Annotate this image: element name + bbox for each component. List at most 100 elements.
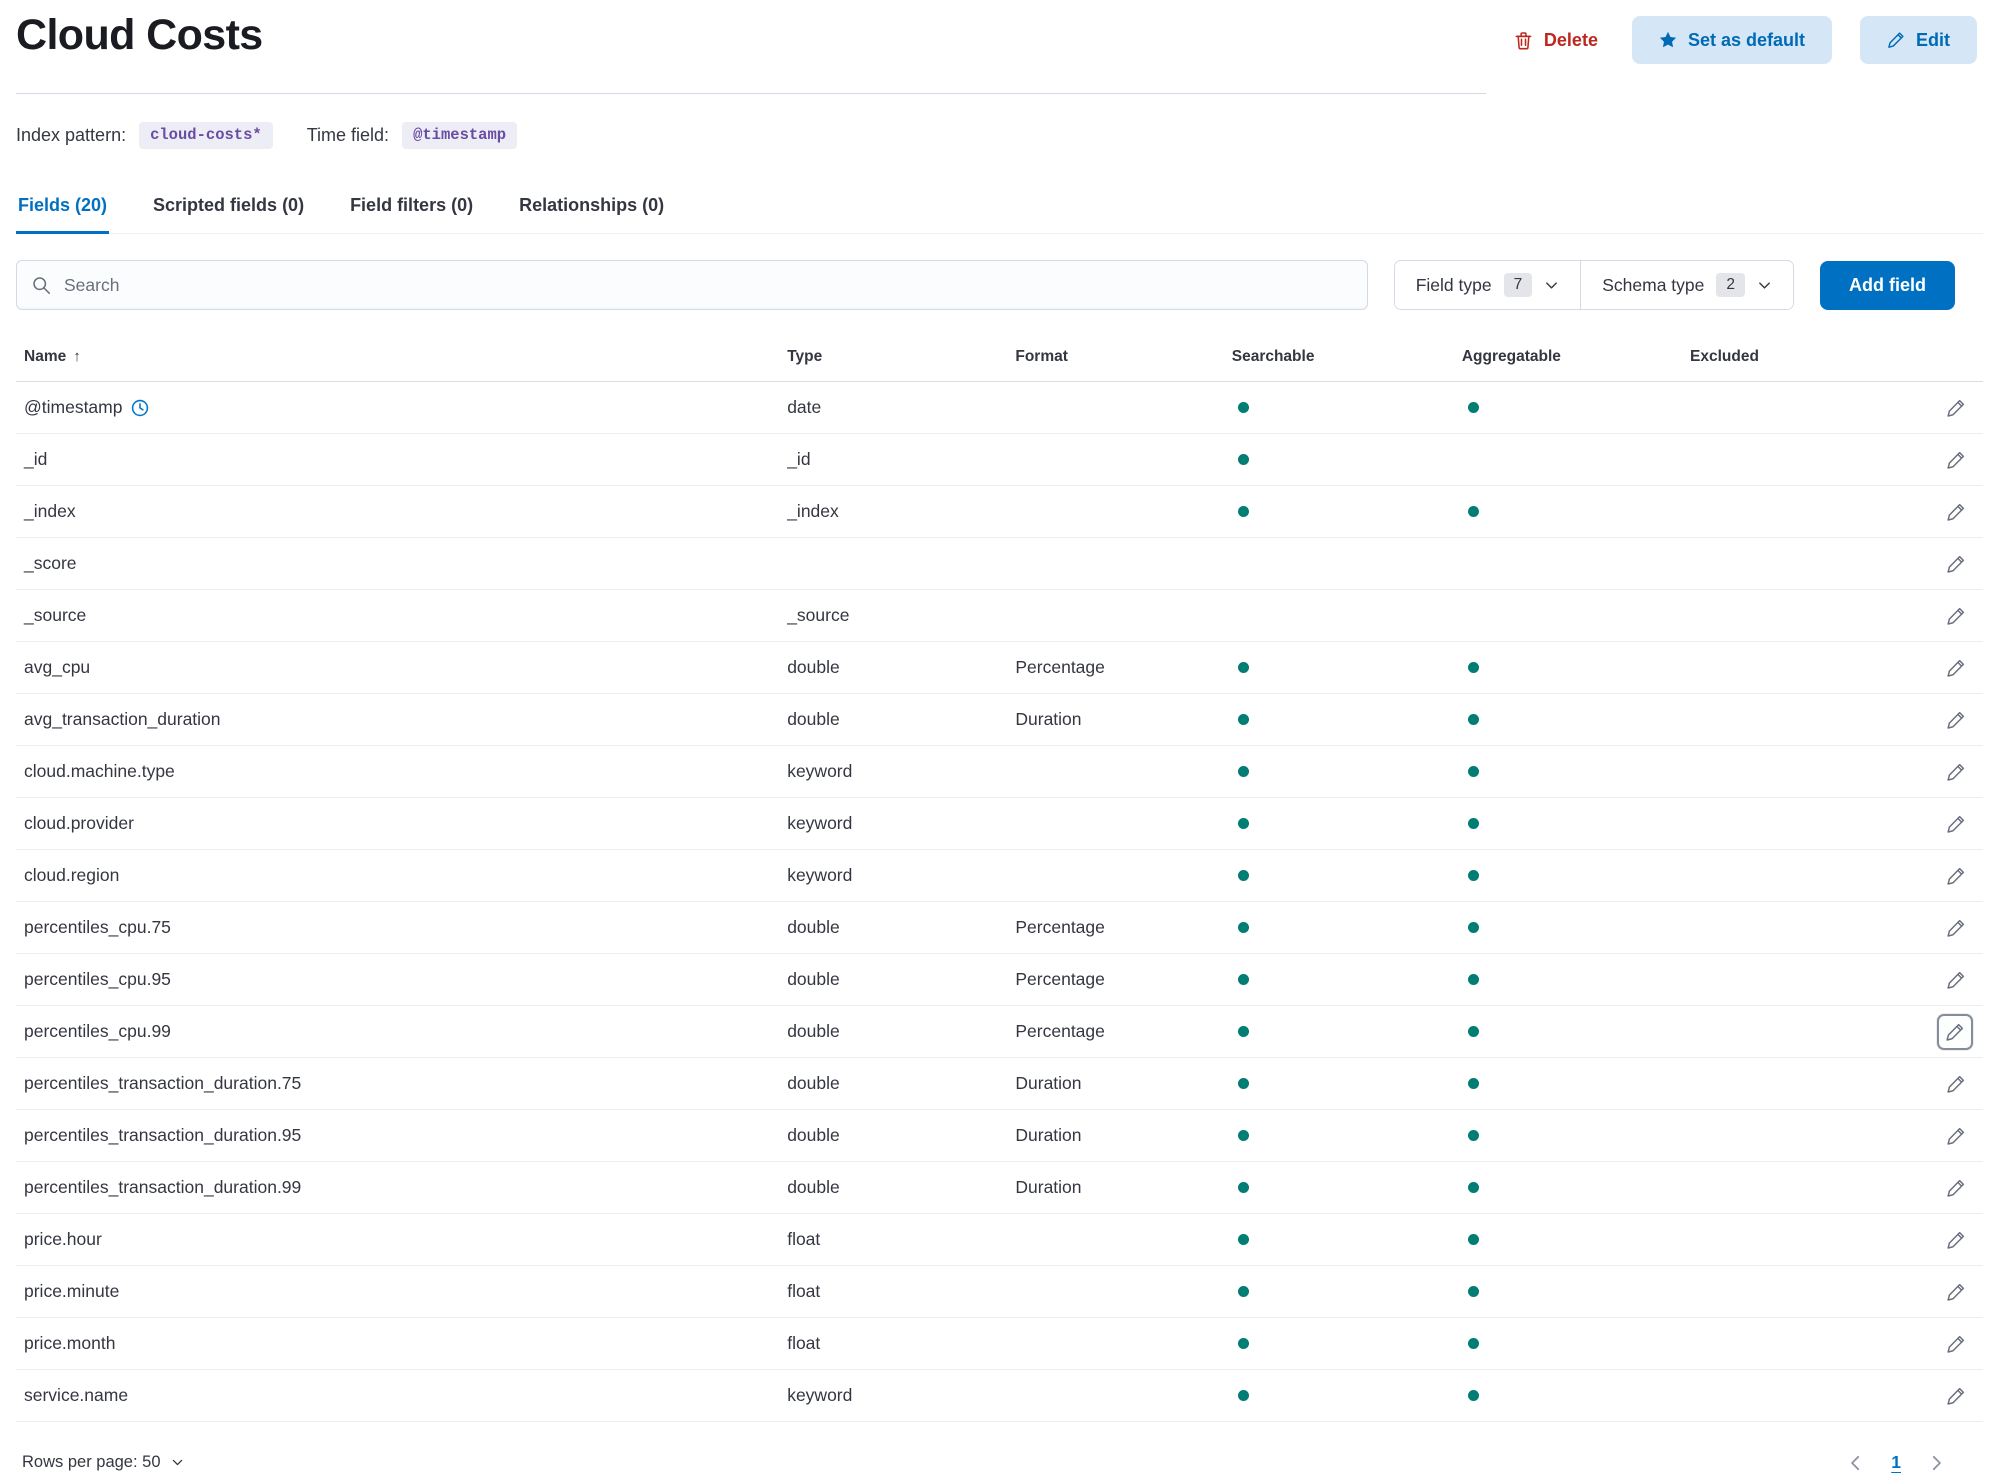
field-excluded: [1682, 1057, 1903, 1110]
field-excluded: [1682, 797, 1903, 850]
table-row: price.minute float: [16, 1265, 1983, 1318]
field-searchable: [1223, 1213, 1454, 1266]
next-page-button[interactable]: [1927, 1454, 1945, 1472]
field-name: percentiles_transaction_duration.75: [24, 1073, 302, 1093]
rows-per-page-button[interactable]: Rows per page: 50: [22, 1453, 184, 1472]
field-aggregatable: [1453, 1109, 1683, 1162]
field-format: Percentage: [1007, 641, 1224, 694]
field-searchable: [1223, 641, 1454, 694]
set-as-default-button[interactable]: Set as default: [1631, 16, 1832, 64]
field-format: Duration: [1007, 1161, 1224, 1214]
edit-field-button[interactable]: [1939, 703, 1973, 737]
field-excluded: [1682, 745, 1903, 798]
edit-field-button[interactable]: [1939, 651, 1973, 685]
aggregatable-dot-icon: [1467, 1338, 1479, 1349]
edit-field-button[interactable]: [1939, 755, 1973, 789]
page-number-button[interactable]: 1: [1891, 1452, 1901, 1472]
field-format: Percentage: [1007, 1005, 1224, 1058]
edit-field-button[interactable]: [1939, 1067, 1973, 1101]
pencil-icon: [1946, 1230, 1966, 1250]
aggregatable-dot-icon: [1467, 506, 1479, 517]
field-searchable: [1223, 901, 1454, 954]
field-name: service.name: [24, 1385, 129, 1405]
edit-button[interactable]: Edit: [1860, 16, 1977, 64]
edit-field-button[interactable]: [1939, 1171, 1973, 1205]
star-icon: [1659, 31, 1677, 49]
tab-relationships[interactable]: Relationships (0): [519, 195, 665, 215]
edit-field-button[interactable]: [1939, 599, 1973, 633]
edit-field-button[interactable]: [1939, 1119, 1973, 1153]
edit-field-button[interactable]: [1939, 911, 1973, 945]
index-pattern-label: Index pattern:: [16, 125, 127, 145]
edit-field-button[interactable]: [1937, 1013, 1973, 1050]
field-name: cloud.machine.type: [24, 761, 175, 781]
edit-field-button[interactable]: [1939, 1275, 1973, 1309]
chevron-down-icon: [1544, 278, 1559, 293]
field-name: percentiles_cpu.95: [24, 969, 171, 989]
field-excluded: [1682, 641, 1903, 694]
add-field-button[interactable]: Add field: [1820, 260, 1955, 310]
field-aggregatable: [1453, 901, 1683, 954]
tab-fields[interactable]: Fields (20): [16, 195, 110, 234]
schema-type-filter-label: Schema type: [1602, 274, 1705, 295]
edit-field-button[interactable]: [1939, 495, 1973, 529]
field-excluded: [1682, 433, 1903, 486]
field-name: price.hour: [24, 1229, 102, 1249]
field-type: keyword: [779, 849, 1008, 902]
edit-field-button[interactable]: [1939, 807, 1973, 841]
field-type: double: [779, 1109, 1008, 1162]
field-searchable: [1223, 1057, 1454, 1110]
pencil-icon: [1887, 31, 1905, 49]
tab-field-filters[interactable]: Field filters (0): [350, 195, 474, 215]
searchable-dot-icon: [1237, 1182, 1249, 1193]
table-row: _score: [16, 537, 1983, 590]
field-name: avg_transaction_duration: [24, 709, 221, 729]
filter-group: Field type 7 Schema type 2: [1393, 260, 1794, 310]
edit-field-button[interactable]: [1939, 391, 1973, 425]
table-row: cloud.provider keyword: [16, 797, 1983, 850]
aggregatable-dot-icon: [1467, 1286, 1479, 1297]
field-excluded: [1682, 1161, 1903, 1214]
field-aggregatable: [1453, 849, 1683, 902]
field-name: cloud.region: [24, 865, 120, 885]
schema-type-filter[interactable]: Schema type 2: [1580, 261, 1793, 309]
edit-field-button[interactable]: [1939, 859, 1973, 893]
field-type: float: [779, 1213, 1008, 1266]
search-input[interactable]: [64, 274, 1352, 296]
field-searchable: [1223, 1109, 1454, 1162]
field-aggregatable: [1453, 953, 1683, 1006]
field-aggregatable: [1453, 641, 1683, 694]
edit-field-button[interactable]: [1939, 1223, 1973, 1257]
field-type-filter[interactable]: Field type 7: [1394, 261, 1581, 309]
field-name: percentiles_transaction_duration.95: [24, 1125, 302, 1145]
field-format: [1007, 433, 1224, 486]
field-format: [1007, 537, 1224, 590]
delete-button[interactable]: Delete: [1508, 30, 1604, 51]
column-header-name[interactable]: Name ↑: [16, 342, 780, 382]
searchable-dot-icon: [1237, 922, 1249, 933]
field-name: percentiles_cpu.99: [24, 1021, 171, 1041]
sort-ascending-icon: ↑: [73, 348, 81, 365]
edit-button-label: Edit: [1916, 29, 1950, 50]
field-name: @timestamp: [24, 397, 123, 417]
field-format: [1007, 1369, 1224, 1422]
fields-table: Name ↑ Type Format Searchable Aggregatabl…: [16, 342, 1983, 1422]
edit-field-button[interactable]: [1939, 1327, 1973, 1361]
field-aggregatable: [1453, 1005, 1683, 1058]
index-pattern-meta: Index pattern: cloud-costs* Time field: …: [16, 122, 1983, 149]
pencil-icon: [1946, 1178, 1966, 1198]
field-aggregatable: [1453, 1057, 1683, 1110]
tab-scripted-fields[interactable]: Scripted fields (0): [153, 195, 305, 215]
searchable-dot-icon: [1237, 870, 1249, 881]
previous-page-button[interactable]: [1847, 1454, 1865, 1472]
pencil-icon: [1946, 502, 1966, 522]
pencil-icon: [1946, 970, 1966, 990]
edit-field-button[interactable]: [1939, 547, 1973, 581]
edit-field-button[interactable]: [1939, 443, 1973, 477]
table-row: percentiles_cpu.99 double Percentage: [16, 1005, 1983, 1058]
field-aggregatable: [1453, 1369, 1683, 1422]
field-excluded: [1682, 381, 1903, 434]
edit-field-button[interactable]: [1939, 963, 1973, 997]
table-row: avg_transaction_duration double Duration: [16, 693, 1983, 746]
edit-field-button[interactable]: [1939, 1379, 1973, 1413]
